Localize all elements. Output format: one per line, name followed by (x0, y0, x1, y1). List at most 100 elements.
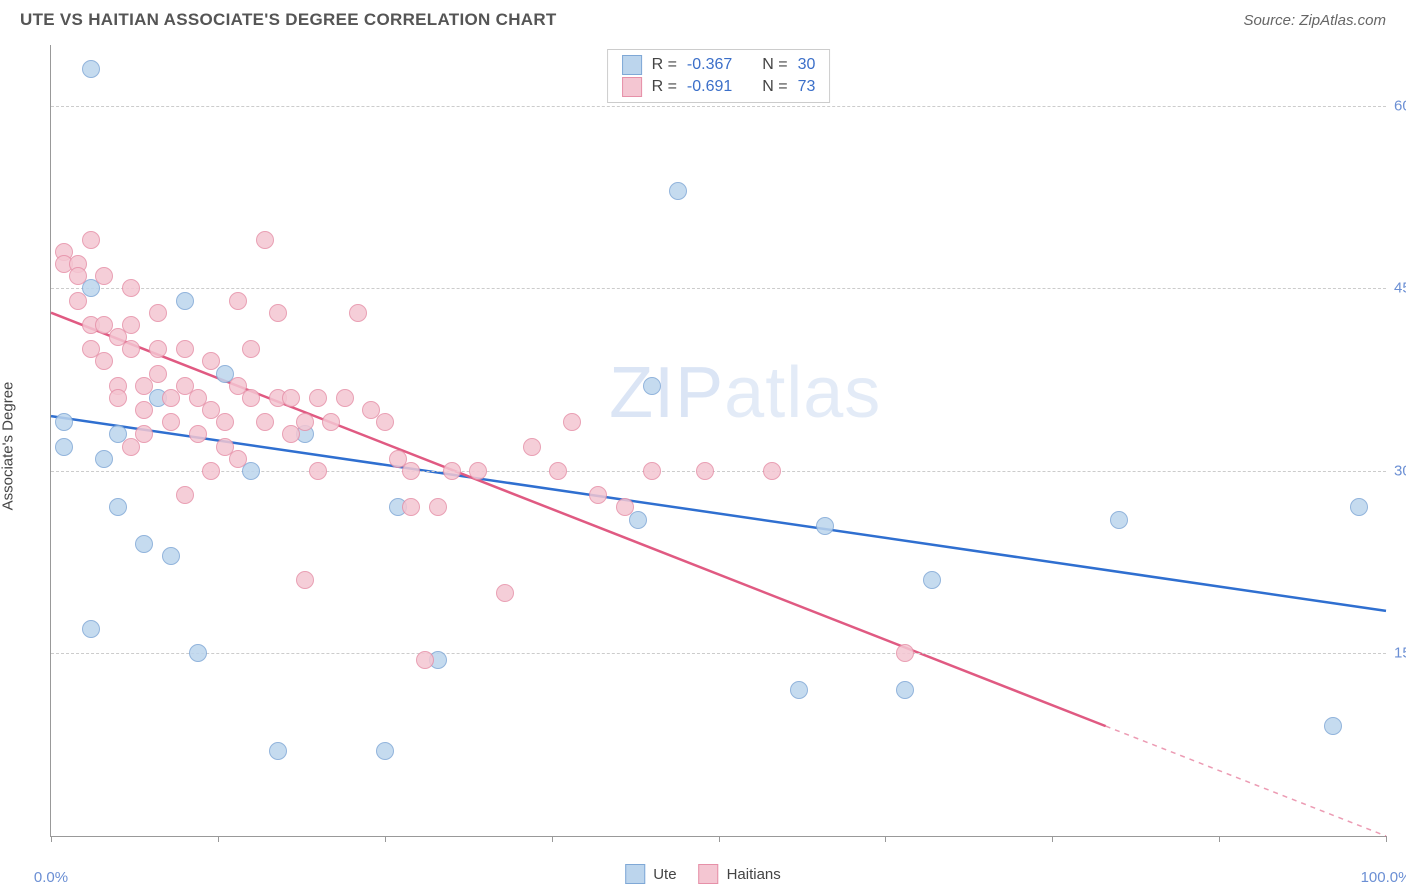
x-tick (719, 836, 720, 842)
data-point (176, 292, 194, 310)
data-point (149, 365, 167, 383)
data-point (229, 450, 247, 468)
data-point (122, 279, 140, 297)
legend-item: Ute (625, 864, 676, 884)
data-point (616, 498, 634, 516)
data-point (402, 498, 420, 516)
legend-item: Haitians (699, 864, 781, 884)
data-point (69, 292, 87, 310)
source-credit: Source: ZipAtlas.com (1243, 12, 1386, 29)
data-point (402, 462, 420, 480)
y-tick-label: 60.0% (1394, 97, 1406, 114)
data-point (122, 340, 140, 358)
data-point (322, 413, 340, 431)
scatter-chart: ZIPatlas R =-0.367N =30R =-0.691N =73 15… (50, 45, 1386, 837)
legend-label: Haitians (727, 866, 781, 883)
data-point (216, 413, 234, 431)
data-point (135, 535, 153, 553)
gridline (51, 106, 1386, 107)
data-point (269, 742, 287, 760)
data-point (923, 571, 941, 589)
data-point (376, 413, 394, 431)
n-label: N = (762, 56, 787, 74)
data-point (149, 340, 167, 358)
data-point (816, 517, 834, 535)
data-point (336, 389, 354, 407)
r-value: -0.367 (687, 56, 732, 74)
series-legend: Ute Haitians (625, 864, 781, 884)
data-point (296, 413, 314, 431)
data-point (1324, 717, 1342, 735)
stats-legend-row: R = -0.367 N = 30 (622, 54, 816, 76)
x-tick (552, 836, 553, 842)
data-point (469, 462, 487, 480)
data-point (643, 462, 661, 480)
legend-swatch (622, 77, 642, 97)
data-point (563, 413, 581, 431)
data-point (629, 511, 647, 529)
data-point (443, 462, 461, 480)
legend-swatch (622, 55, 642, 75)
data-point (109, 498, 127, 516)
data-point (429, 498, 447, 516)
trend-line (51, 313, 1106, 726)
x-tick (218, 836, 219, 842)
trend-lines (51, 45, 1386, 836)
data-point (82, 620, 100, 638)
r-label: R = (652, 56, 677, 74)
chart-title: UTE VS HAITIAN ASSOCIATE'S DEGREE CORREL… (20, 10, 557, 30)
x-tick (1052, 836, 1053, 842)
data-point (176, 340, 194, 358)
n-value: 73 (798, 78, 816, 96)
data-point (202, 462, 220, 480)
r-label: R = (652, 78, 677, 96)
data-point (189, 644, 207, 662)
data-point (669, 182, 687, 200)
data-point (135, 401, 153, 419)
data-point (896, 644, 914, 662)
data-point (242, 462, 260, 480)
data-point (376, 742, 394, 760)
y-tick-label: 15.0% (1394, 645, 1406, 662)
gridline (51, 288, 1386, 289)
data-point (256, 231, 274, 249)
x-tick-label: 100.0% (1361, 869, 1406, 886)
data-point (162, 547, 180, 565)
data-point (643, 377, 661, 395)
data-point (69, 267, 87, 285)
data-point (82, 60, 100, 78)
data-point (55, 438, 73, 456)
data-point (256, 413, 274, 431)
x-tick (885, 836, 886, 842)
data-point (309, 462, 327, 480)
data-point (349, 304, 367, 322)
data-point (523, 438, 541, 456)
data-point (790, 681, 808, 699)
data-point (242, 340, 260, 358)
data-point (162, 413, 180, 431)
data-point (95, 352, 113, 370)
data-point (496, 584, 514, 602)
data-point (309, 389, 327, 407)
data-point (176, 486, 194, 504)
stats-legend-row: R =-0.691N =73 (622, 76, 816, 98)
trend-line (51, 416, 1386, 611)
x-tick-label: 0.0% (34, 869, 68, 886)
r-value: -0.691 (687, 78, 732, 96)
x-tick (1386, 836, 1387, 842)
data-point (95, 267, 113, 285)
data-point (896, 681, 914, 699)
legend-swatch (699, 864, 719, 884)
data-point (696, 462, 714, 480)
y-tick-label: 30.0% (1394, 462, 1406, 479)
data-point (416, 651, 434, 669)
y-tick-label: 45.0% (1394, 280, 1406, 297)
data-point (269, 304, 287, 322)
data-point (149, 304, 167, 322)
n-value: 30 (798, 56, 816, 74)
data-point (82, 231, 100, 249)
legend-label: Ute (653, 866, 676, 883)
data-point (589, 486, 607, 504)
data-point (55, 413, 73, 431)
y-axis-label: Associate's Degree (0, 382, 17, 511)
